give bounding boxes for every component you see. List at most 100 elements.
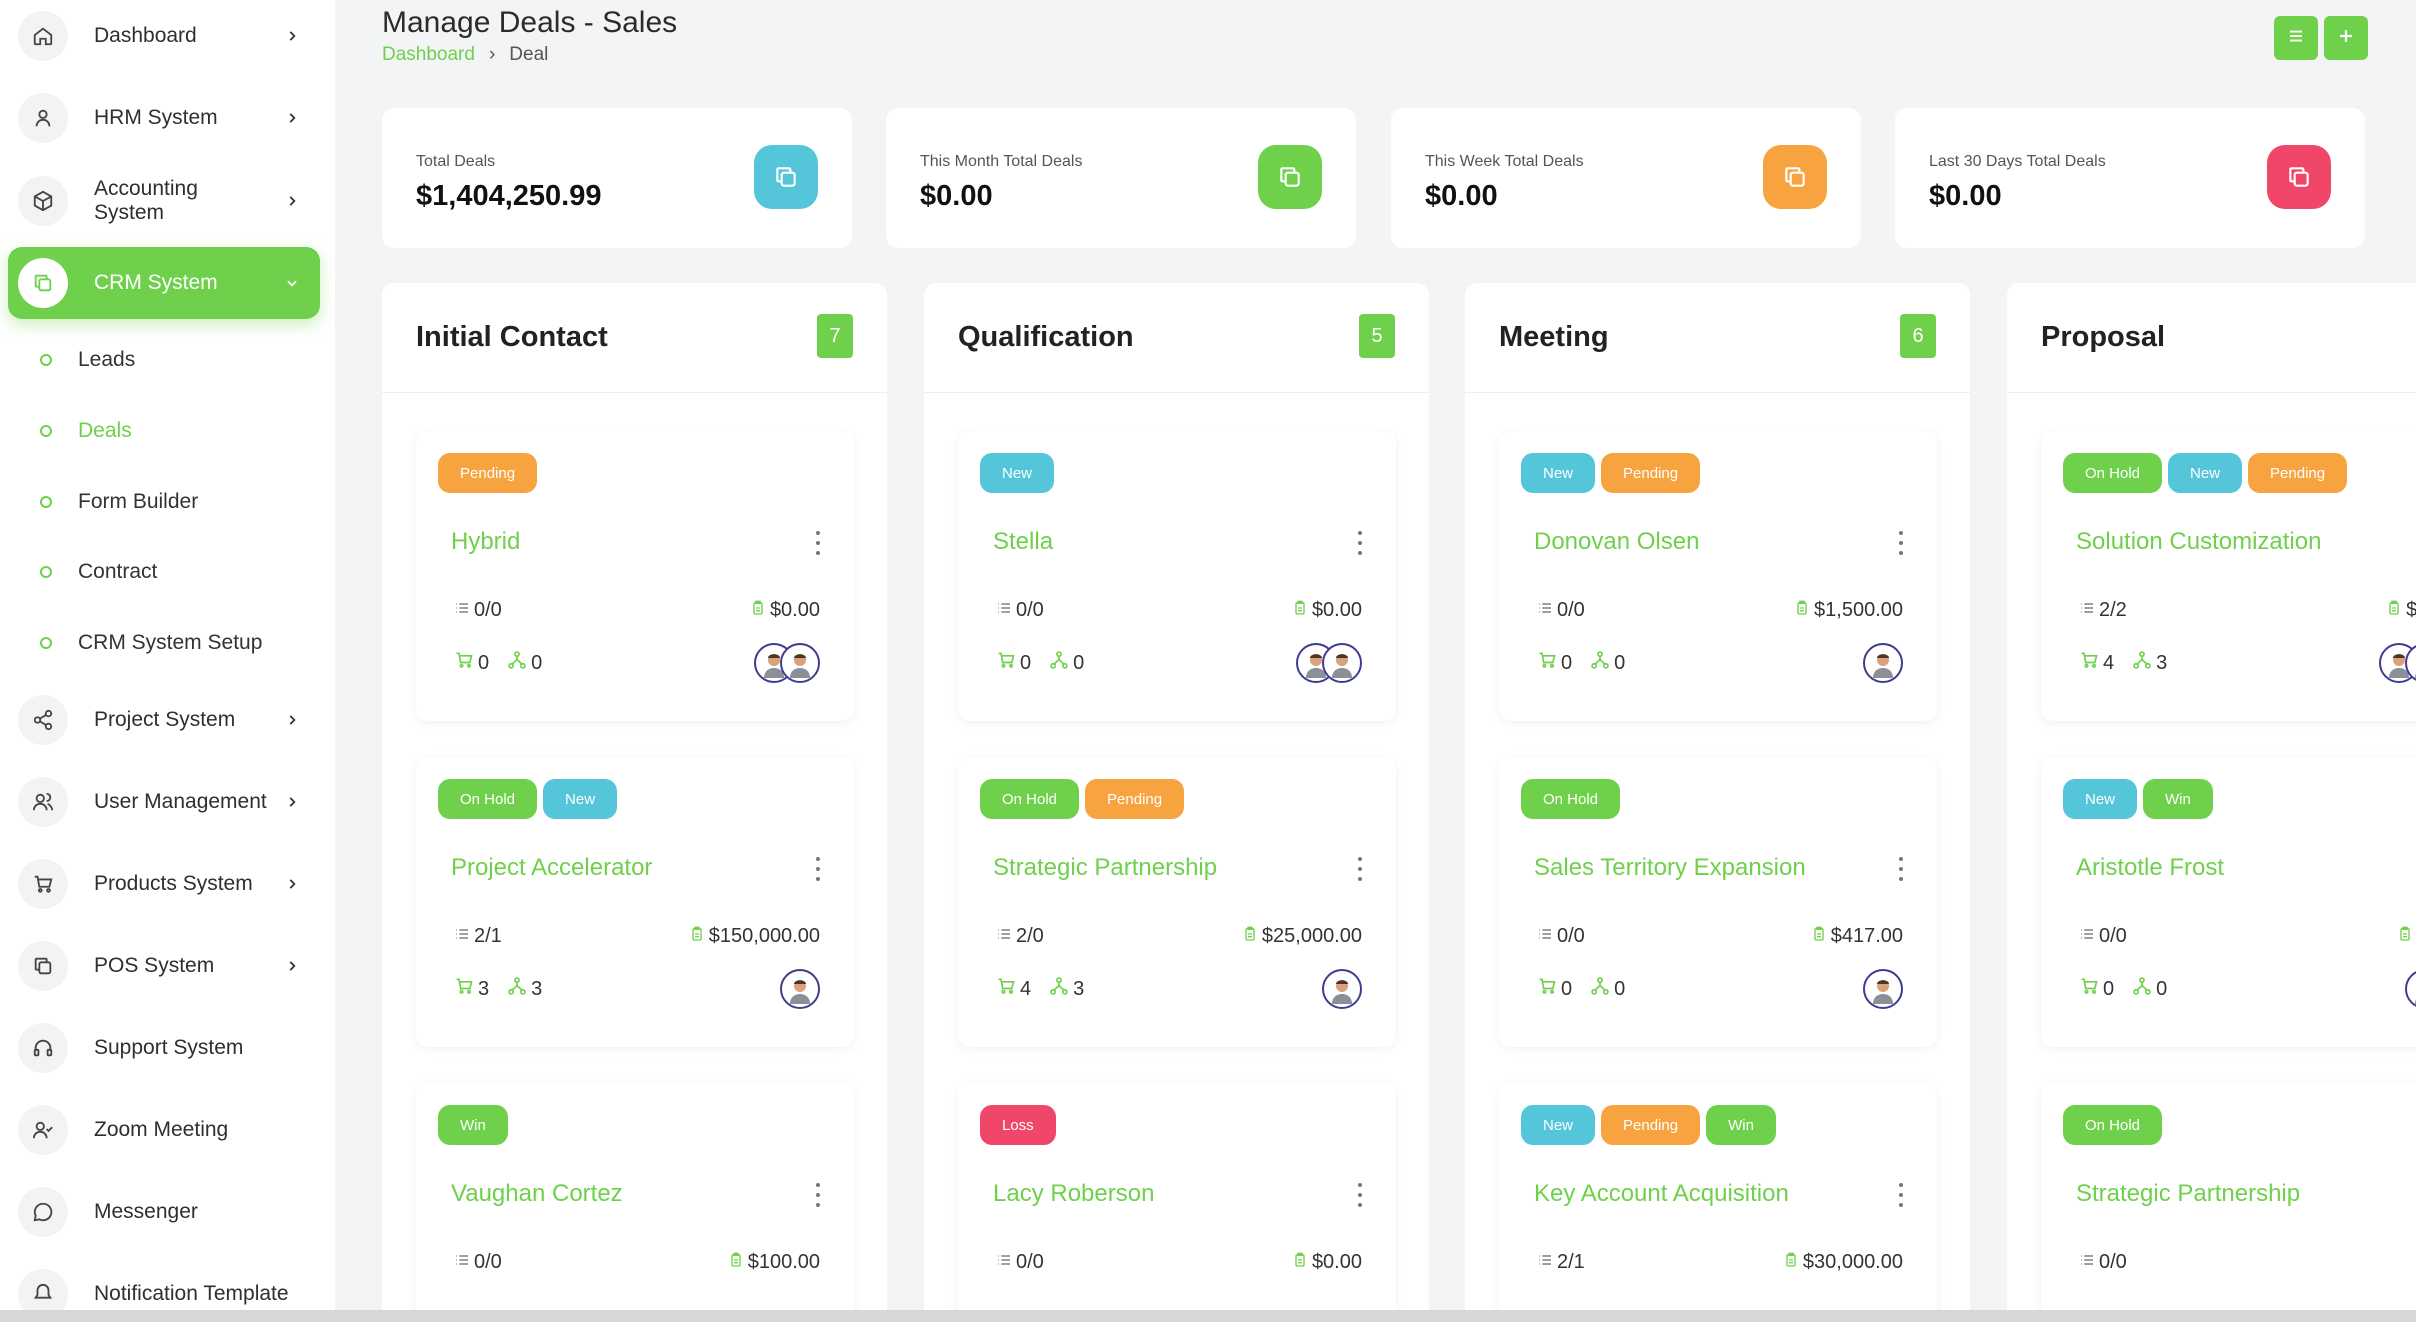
deal-card[interactable]: Loss Lacy Roberson 0/0 $0.00 [958,1083,1396,1322]
list-view-button[interactable] [2274,16,2318,60]
deal-name-link[interactable]: Solution Customization [2076,528,2322,555]
sources-value: 0 [1614,651,1626,674]
deal-name-link[interactable]: Lacy Roberson [993,1180,1155,1207]
deal-card[interactable]: On Hold Sales Territory Expansion 0/0 $417.… [1499,757,1937,1047]
sidebar-subitem-crm-setup[interactable]: CRM System Setup [40,623,262,663]
deal-price: $0.00 [1292,1251,1362,1274]
column-count-badge: 5 [1359,314,1395,358]
sidebar-item-pos[interactable]: POS System [8,930,320,1002]
more-options-icon[interactable] [1354,1183,1366,1207]
deal-card[interactable]: On Hold Strategic Partnership 0/0 [2041,1083,2416,1322]
more-options-icon[interactable] [1895,531,1907,555]
sidebar-subitem-leads[interactable]: Leads [40,340,135,380]
deal-name-link[interactable]: Vaughan Cortez [451,1180,623,1207]
sources-icon [507,976,527,1002]
status-badges: On Hold [2063,1105,2163,1145]
tasks-value: 2/0 [1016,925,1044,947]
column-count-badge: 6 [1900,314,1936,358]
deal-name-link[interactable]: Key Account Acquisition [1534,1180,1789,1207]
more-options-icon[interactable] [1895,1183,1907,1207]
status-badge-pending: Pending [438,453,538,493]
clipboard-icon [2397,925,2413,948]
status-badges: On Hold [1521,779,1621,819]
products-value: 0 [2103,977,2115,1000]
deal-price: $0.00 [750,599,820,622]
chevron-right-icon [272,111,312,125]
more-options-icon[interactable] [812,1183,824,1207]
horizontal-scrollbar[interactable] [0,1310,2416,1322]
sidebar-item-user-management[interactable]: User Management [8,766,320,838]
deal-card[interactable]: Pending Hybrid 0/0 $0.00 0 0 [416,431,854,721]
sidebar-item-hrm[interactable]: HRM System [8,82,320,154]
deal-card[interactable]: New Stella 0/0 $0.00 0 0 [958,431,1396,721]
sidebar-item-crm[interactable]: CRM System [8,247,320,319]
sidebar-item-dashboard[interactable]: Dashboard [8,0,320,72]
stat-card-30days-deals: Last 30 Days Total Deals $0.00 [1895,108,2365,248]
avatar[interactable] [780,643,820,683]
deal-name-link[interactable]: Hybrid [451,528,521,555]
more-options-icon[interactable] [1895,857,1907,881]
deal-card[interactable]: On Hold New Project Accelerator 2/1 $150,000… [416,757,854,1047]
breadcrumb: Dashboard › Deal [382,44,548,66]
column-header: Qualification 5 [924,283,1429,393]
deal-card[interactable]: Win Vaughan Cortez 0/0 $100.00 [416,1083,854,1322]
more-options-icon[interactable] [1354,531,1366,555]
list-icon [454,925,470,948]
deal-tasks: 2/2 [2079,599,2127,622]
sidebar-subitem-deals[interactable]: Deals [40,411,132,451]
stat-card-month-deals: This Month Total Deals $0.00 [886,108,1356,248]
sources-value: 0 [2156,977,2168,1000]
sidebar-item-label: CRM System [94,271,218,294]
list-icon [996,925,1012,948]
deal-tasks: 0/0 [1537,925,1585,948]
sidebar-subitem-label: Form Builder [78,490,199,513]
price-value: $0.00 [1311,1251,1362,1273]
sidebar-subitem-contract[interactable]: Contract [40,552,157,592]
breadcrumb-dashboard-link[interactable]: Dashboard [382,44,475,65]
deal-price: $25,000.00 [1242,925,1362,948]
more-options-icon[interactable] [1354,857,1366,881]
deal-name-link[interactable]: Sales Territory Expansion [1534,854,1806,881]
avatar[interactable] [1322,969,1362,1009]
deal-card[interactable]: New Pending Win Key Account Acquisition 2/1 $… [1499,1083,1937,1322]
sidebar-item-messenger[interactable]: Messenger [8,1176,320,1248]
avatar[interactable] [1322,643,1362,683]
sidebar-item-accounting[interactable]: Accounting System [8,165,320,237]
list-icon [2287,27,2305,50]
avatar[interactable] [1863,643,1903,683]
status-badge-on-hold: On Hold [438,779,538,819]
deal-card[interactable]: New Pending Donovan Olsen 0/0 $1,500.00 0 0 [1499,431,1937,721]
copy-icon [1763,145,1827,209]
copy-icon [1258,145,1322,209]
deal-name-link[interactable]: Stella [993,528,1054,555]
clipboard-icon [1292,599,1308,622]
deal-card[interactable]: On Hold Pending Strategic Partnership 2/0 $2… [958,757,1396,1047]
deal-name-link[interactable]: Donovan Olsen [1534,528,1700,555]
avatar[interactable] [1863,969,1903,1009]
avatar[interactable] [2405,969,2416,1009]
deal-card[interactable]: On Hold New Pending Solution Customization 2… [2041,431,2416,721]
sidebar-item-products[interactable]: Products System [8,848,320,920]
sidebar-item-zoom[interactable]: Zoom Meeting [8,1094,320,1166]
deal-price: $1, [2397,925,2416,948]
sidebar-item-project[interactable]: Project System [8,684,320,756]
deal-name-link[interactable]: Project Accelerator [451,854,653,881]
sidebar-subitem-form-builder[interactable]: Form Builder [40,482,198,522]
deal-products: 0 [1537,976,1572,1002]
deal-meta-row: 0/0 $0.00 [454,599,820,622]
deal-name-link[interactable]: Aristotle Frost [2076,854,2225,881]
deal-name-link[interactable]: Strategic Partnership [2076,1180,2301,1207]
more-options-icon[interactable] [812,531,824,555]
deal-price: $150,000.00 [689,925,820,948]
more-options-icon[interactable] [812,857,824,881]
deal-sources: 0 [1049,650,1084,676]
avatar[interactable] [780,969,820,1009]
stat-value: $0.00 [1929,180,2002,212]
deal-meta-row: 0/0 $0.00 [996,599,1362,622]
tasks-value: 0/0 [474,599,502,621]
add-deal-button[interactable] [2324,16,2368,60]
deal-sources: 0 [2132,976,2167,1002]
sidebar-item-support[interactable]: Support System [8,1012,320,1084]
deal-name-link[interactable]: Strategic Partnership [993,854,1218,881]
